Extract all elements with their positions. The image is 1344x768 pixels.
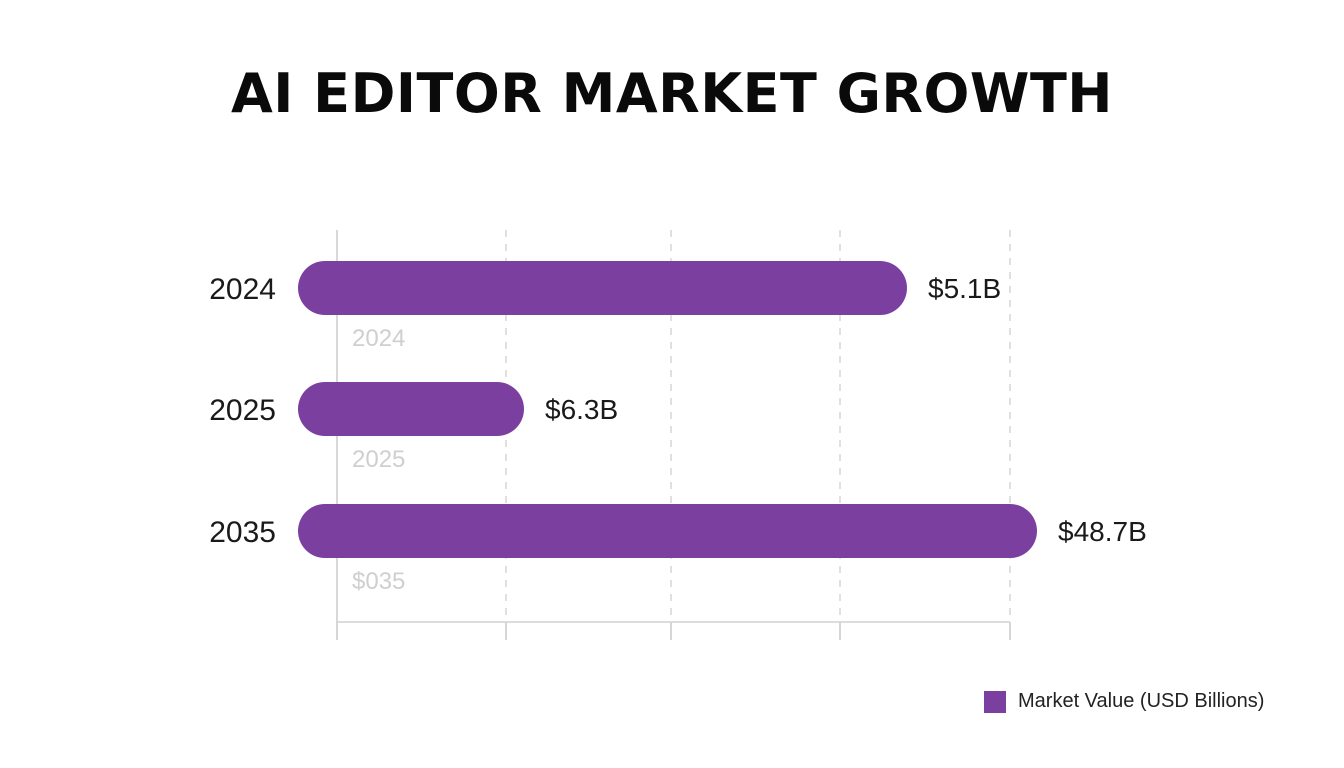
labels: 2024 $5.1B 2024 2025 $6.3B 2025 2035 $48.7B $035 (209, 273, 1147, 595)
bar-2035 (298, 504, 1037, 558)
secondary-label-3: $035 (352, 568, 405, 595)
legend-swatch (984, 690, 1006, 713)
chart-title: AI EDITOR MARKET GROWTH (231, 62, 1113, 125)
legend: Market Value (USD Billions) (984, 690, 1264, 713)
bar-2025 (298, 382, 524, 436)
category-label-2025: 2025 (209, 394, 276, 427)
category-label-2035: 2035 (209, 516, 276, 549)
secondary-label-2: 2025 (352, 446, 405, 473)
category-label-2024: 2024 (209, 273, 276, 306)
bars (298, 261, 1037, 558)
value-label-2024: $5.1B (928, 273, 1001, 304)
value-label-2025: $6.3B (545, 394, 618, 425)
legend-label: Market Value (USD Billions) (1018, 690, 1265, 712)
value-label-2035: $48.7B (1058, 516, 1147, 547)
bar-2024 (298, 261, 907, 315)
secondary-label-1: 2024 (352, 325, 405, 352)
